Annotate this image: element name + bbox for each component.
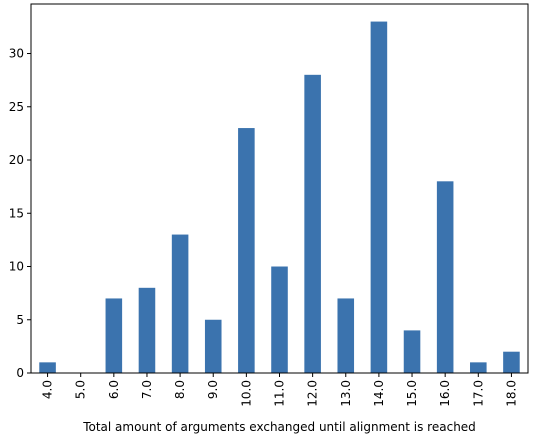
bar-9.0 — [204, 319, 222, 373]
bar-10.0 — [238, 128, 255, 373]
bar-11.0 — [271, 266, 288, 373]
bar-12.0 — [304, 74, 321, 373]
bar-7.0 — [138, 287, 156, 373]
y-tick-label: 0 — [16, 366, 24, 380]
x-tick-label: 6.0 — [107, 380, 121, 399]
bar-15.0 — [403, 330, 421, 373]
x-tick-label: 14.0 — [372, 380, 386, 407]
x-tick-label: 5.0 — [74, 380, 88, 399]
bar-6.0 — [105, 298, 123, 373]
y-tick-label: 15 — [9, 206, 24, 220]
bar-18.0 — [503, 351, 520, 373]
x-tick-label: 4.0 — [41, 380, 55, 399]
x-tick-label: 10.0 — [239, 380, 253, 407]
y-tick-label: 5 — [16, 313, 24, 327]
bar-14.0 — [370, 21, 388, 373]
y-axis-ticks: 0 5 10 15 20 25 30 — [9, 47, 31, 380]
x-tick-label: 7.0 — [140, 380, 154, 399]
bar-13.0 — [337, 298, 355, 373]
x-tick-label: 16.0 — [438, 380, 452, 407]
x-tick-label: 8.0 — [173, 380, 187, 399]
x-tick-label: 12.0 — [306, 380, 320, 407]
x-tick-label: 11.0 — [273, 380, 287, 407]
x-tick-label: 9.0 — [206, 380, 220, 399]
x-tick-label: 15.0 — [405, 380, 419, 407]
x-tick-label: 17.0 — [471, 380, 485, 407]
x-axis-ticks: 4.0 5.0 6.0 7.0 8.0 9.0 10.0 11.0 12.0 13.0 14.0 15… — [41, 373, 518, 407]
y-tick-label: 10 — [9, 260, 24, 274]
bar-4.0 — [39, 362, 56, 373]
y-tick-label: 20 — [9, 153, 24, 167]
plot-frame — [30, 3, 529, 374]
y-tick-label: 30 — [9, 47, 24, 61]
bars-group — [39, 21, 520, 373]
x-axis-label: Total amount of arguments exchanged unti… — [82, 420, 476, 434]
bar-8.0 — [171, 234, 189, 373]
bar-17.0 — [470, 362, 487, 373]
bar-16.0 — [436, 181, 454, 373]
x-tick-label: 13.0 — [339, 380, 353, 407]
y-tick-label: 25 — [9, 100, 24, 114]
x-tick-label: 18.0 — [504, 380, 518, 407]
